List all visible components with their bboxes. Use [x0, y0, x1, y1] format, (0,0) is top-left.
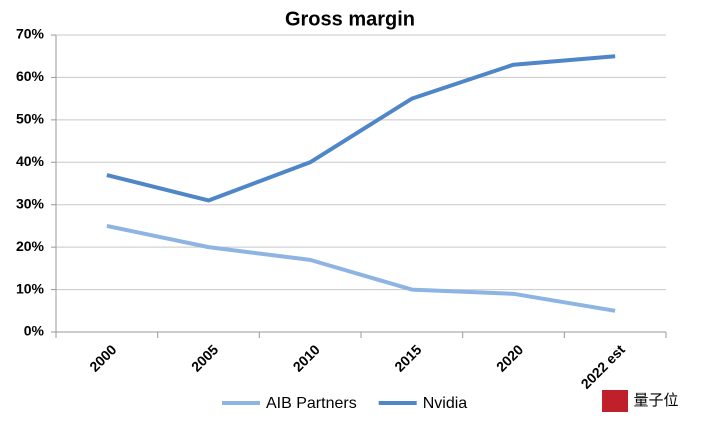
y-tick-label: 50%: [16, 111, 45, 127]
chart-title: Gross margin: [285, 8, 415, 30]
watermark: 量子位: [633, 392, 678, 409]
x-tick-label: 2015: [391, 341, 424, 374]
legend-label: AIB Partners: [266, 395, 357, 412]
watermark-logo: [602, 390, 628, 412]
y-tick-label: 70%: [16, 26, 45, 42]
y-tick-label: 10%: [16, 280, 45, 296]
x-tick-label: 2000: [86, 341, 119, 374]
x-tick-label: 2022 est: [578, 341, 629, 392]
x-tick-label: 2005: [188, 341, 221, 374]
y-tick-label: 40%: [16, 153, 45, 169]
y-tick-label: 60%: [16, 68, 45, 84]
x-tick-label: 2020: [493, 341, 526, 374]
series-line: [106, 54, 616, 203]
y-tick-label: 0%: [24, 323, 45, 339]
y-tick-label: 30%: [16, 195, 45, 211]
x-tick-label: 2010: [290, 341, 323, 374]
series-line: [106, 223, 616, 313]
y-tick-label: 20%: [16, 238, 45, 254]
legend-label: Nvidia: [423, 395, 468, 412]
